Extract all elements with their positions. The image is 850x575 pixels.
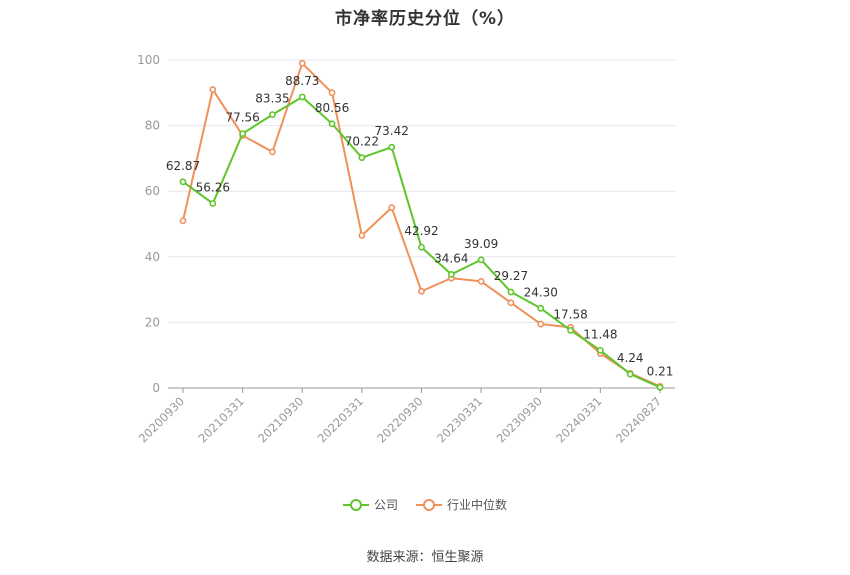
x-tick-label: 20220930: [374, 394, 425, 445]
data-label: 34.64: [434, 251, 468, 265]
chart-legend: 公司 行业中位数: [0, 496, 850, 513]
legend-company-label: 公司: [373, 498, 398, 512]
data-point-company: [537, 304, 545, 312]
data-label: 17.58: [553, 307, 587, 321]
legend-company-marker-icon: [342, 498, 369, 512]
data-label: 62.87: [166, 159, 200, 173]
y-tick-label: 60: [145, 184, 160, 198]
data-label: 0.21: [647, 364, 674, 378]
x-tick-label: 20210930: [255, 394, 306, 445]
data-point-company: [269, 111, 276, 119]
data-point-company: [209, 200, 217, 207]
data-label: 29.27: [494, 269, 528, 283]
data-label: 70.22: [345, 135, 379, 149]
legend-item-company[interactable]: 公司: [342, 496, 398, 513]
data-label: 56.26: [196, 180, 230, 194]
x-tick-label: 20240827: [613, 394, 664, 445]
x-tick-label: 20200930: [136, 394, 187, 445]
data-point-industry: [388, 204, 396, 211]
data-point-company: [507, 288, 515, 296]
data-point-company: [358, 154, 366, 162]
data-label: 24.30: [524, 285, 558, 299]
x-tick-label: 20220331: [315, 394, 366, 445]
data-source-note: 数据来源：恒生聚源: [366, 550, 484, 565]
x-tick-label: 20210331: [195, 394, 246, 445]
y-tick-label: 100: [137, 53, 160, 67]
chart-title: 市净率历史分位（%）: [334, 9, 516, 29]
legend-industry-marker-icon: [416, 498, 442, 512]
y-tick-label: 80: [145, 119, 160, 133]
data-point-company: [179, 178, 187, 186]
data-label: 80.56: [315, 101, 349, 115]
data-label: 88.73: [285, 74, 319, 88]
y-tick-label: 40: [145, 250, 160, 264]
data-label: 83.35: [255, 92, 289, 106]
data-point-industry: [477, 277, 485, 285]
data-point-company: [328, 120, 336, 128]
data-point-company: [477, 256, 485, 264]
data-point-industry: [507, 299, 515, 307]
data-label: 11.48: [583, 327, 617, 341]
data-label: 77.56: [225, 111, 259, 125]
data-point-industry: [358, 232, 366, 239]
data-label: 73.42: [375, 124, 409, 138]
data-point-company: [626, 370, 634, 378]
data-label: 4.24: [617, 351, 644, 365]
data-point-company: [298, 93, 306, 101]
x-tick-label: 20230331: [434, 394, 485, 445]
data-point-company: [418, 243, 425, 251]
data-label: 42.92: [404, 224, 438, 238]
data-point-industry: [328, 89, 336, 97]
data-point-industry: [179, 217, 187, 225]
legend-industry-label: 行业中位数: [447, 498, 508, 512]
data-point-industry: [209, 86, 217, 93]
data-point-company: [239, 130, 247, 138]
data-point-company: [567, 326, 574, 334]
legend-item-industry[interactable]: 行业中位数: [416, 496, 507, 513]
data-point-company: [447, 270, 455, 278]
y-tick-label: 20: [145, 315, 160, 329]
data-point-industry: [298, 59, 306, 67]
x-tick-label: 20240331: [553, 394, 604, 445]
data-point-company: [388, 143, 396, 151]
data-point-company: [656, 383, 664, 391]
data-point-industry: [537, 320, 545, 328]
data-point-industry: [269, 148, 276, 156]
data-label: 39.09: [464, 237, 498, 251]
y-tick-label: 0: [152, 381, 160, 395]
x-tick-label: 20230930: [494, 394, 545, 445]
data-point-industry: [418, 287, 425, 295]
data-point-company: [596, 346, 604, 354]
